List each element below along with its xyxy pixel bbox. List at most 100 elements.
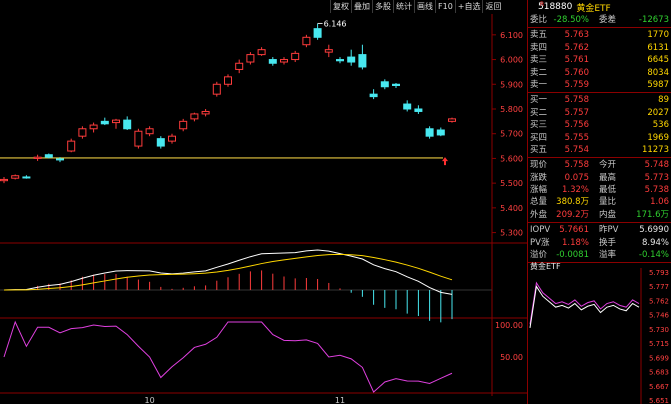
ask-label: 卖五 <box>530 30 548 41</box>
iopv-row-label-2: 溢率 <box>599 250 617 261</box>
candle-body <box>168 135 176 142</box>
stat-row-value-2: 5.748 <box>644 160 669 171</box>
stat-row-value-2: 171.6万 <box>636 209 669 220</box>
candle-body <box>100 120 109 125</box>
iopv-row-value-1: 5.7661 <box>559 225 589 236</box>
security-title: R 518880 黄金ETF <box>528 0 671 14</box>
x-axis-label: 10 <box>145 396 155 404</box>
stat-row: 总量 380.8万 量比 1.06 <box>528 196 671 208</box>
iopv-row: 溢价 -0.0081 溢率 -0.14% <box>528 249 671 261</box>
candle-body <box>414 108 423 112</box>
divider <box>528 27 671 29</box>
bid-row: 买三 5.756 536 <box>528 119 671 131</box>
candle-body <box>224 76 232 85</box>
candle-body <box>212 83 221 95</box>
bid-price: 5.758 <box>564 95 589 106</box>
candle-body <box>22 176 31 179</box>
order-ratio-row-value-1: -28.50% <box>553 15 589 25</box>
stat-row-label-2: 最低 <box>599 185 617 196</box>
stat-row-label-1: 外盘 <box>530 209 548 220</box>
rsi-line <box>3 320 453 393</box>
ask-price: 5.760 <box>564 67 589 78</box>
stat-row: 涨幅 1.32% 最低 5.738 <box>528 184 671 196</box>
y-tick-label: 6.000 <box>500 56 523 65</box>
ask-row: 卖五 5.763 1770 <box>528 29 671 41</box>
candle-body <box>403 103 412 110</box>
iopv-row-value-1: 1.18% <box>561 237 589 248</box>
candle-body <box>291 52 300 61</box>
iopv-row-label-1: PV涨 <box>530 237 550 248</box>
candle-body <box>268 59 277 64</box>
candle-body <box>448 118 456 122</box>
ask-volume: 6645 <box>647 55 669 66</box>
iopv-row-label-1: IOPV <box>530 225 551 236</box>
candle-body <box>347 56 356 63</box>
candle-body <box>392 83 400 87</box>
iopv-row-label-2: 昨PV <box>599 225 619 236</box>
divider <box>528 157 671 159</box>
ask-volume: 6131 <box>647 42 669 53</box>
stat-row-label-2: 量比 <box>599 197 617 208</box>
mini-y-tick-label: 5.651 <box>649 397 669 404</box>
stat-row-value-1: 380.8万 <box>556 197 589 208</box>
ask-row: 卖二 5.760 8034 <box>528 67 671 79</box>
toolbar-button-5[interactable]: F10 <box>435 0 455 13</box>
security-code: 518880 <box>538 2 573 12</box>
bid-label: 买二 <box>530 107 548 118</box>
mini-y-tick-label: 5.746 <box>649 312 670 320</box>
iopv-row-label-2: 换手 <box>599 237 617 248</box>
mini-chart-title: 黄金ETF <box>530 262 561 271</box>
intraday-mini-chart: 5.793 5.777 5.762 5.746 5.730 5.715 5.699 5.683… <box>528 260 671 404</box>
mini-y-tick-label: 5.730 <box>649 326 669 334</box>
bid-row: 买四 5.755 1969 <box>528 132 671 144</box>
candle-body <box>358 54 367 68</box>
y-tick-label: 5.400 <box>500 204 523 213</box>
candle-body <box>201 110 210 115</box>
mini-y-tick-label: 5.762 <box>649 297 669 305</box>
toolbar-button-4[interactable]: 画线 <box>414 0 435 13</box>
toolbar-button-1[interactable]: 叠加 <box>351 0 372 13</box>
toolbar: 复权 叠加 多股 统计 画线 F10 +自选 返回 <box>330 0 525 13</box>
stat-row-label-2: 今开 <box>599 160 617 171</box>
candle-body <box>425 128 434 137</box>
toolbar-button-2[interactable]: 多股 <box>372 0 393 13</box>
stat-row: 涨跌 0.075 最高 5.773 <box>528 172 671 184</box>
ask-row: 卖一 5.759 5987 <box>528 79 671 91</box>
candle-body <box>44 154 53 158</box>
candle-body <box>89 124 98 130</box>
toolbar-button-7[interactable]: 返回 <box>482 0 503 13</box>
toolbar-button-3[interactable]: 统计 <box>393 0 414 13</box>
toolbar-button-0[interactable]: 复权 <box>330 0 351 13</box>
candle-body <box>0 178 8 182</box>
bid-row: 买一 5.758 89 <box>528 94 671 106</box>
kline-chart-area: 6.100 6.000 5.900 5.800 5.700 5.600 5.500 5.400… <box>0 14 527 404</box>
r-flag: R <box>540 1 545 8</box>
candle-body <box>369 93 378 98</box>
security-name: 黄金ETF <box>576 3 611 14</box>
quote-panel: R 518880 黄金ETF 委比 -28.50% 委差 -12673 卖五 5.763 1… <box>527 0 671 404</box>
bid-label: 买三 <box>530 120 548 131</box>
candle-body <box>336 59 344 62</box>
ask-row: 卖三 5.761 6645 <box>528 54 671 66</box>
ask-price: 5.763 <box>564 30 589 41</box>
candle-body <box>67 140 76 152</box>
bid-price: 5.757 <box>564 107 589 118</box>
bid-price: 5.756 <box>564 120 589 131</box>
candle-body <box>11 175 20 179</box>
candle-body <box>324 49 333 53</box>
mini-iopv-line <box>529 281 640 325</box>
bid-row: 买五 5.754 11273 <box>528 144 671 156</box>
divider <box>528 222 671 224</box>
toolbar-button-6[interactable]: +自选 <box>454 0 483 13</box>
stat-row: 现价 5.758 今开 5.748 <box>528 159 671 171</box>
iopv-row: IOPV 5.7661 昨PV 5.6990 <box>528 224 671 236</box>
mini-chart-svg: 5.793 5.777 5.762 5.746 5.730 5.715 5.699 5.683… <box>529 268 670 404</box>
bid-row: 买二 5.757 2027 <box>528 107 671 119</box>
divider <box>528 92 671 94</box>
candle-body <box>134 130 143 147</box>
bid-volume: 89 <box>658 95 669 106</box>
mini-y-tick-label: 5.683 <box>649 369 669 377</box>
candle-body <box>257 49 266 56</box>
rsi-tick-label: 100.00 <box>495 321 523 330</box>
stat-row-value-1: 209.2万 <box>556 209 589 220</box>
